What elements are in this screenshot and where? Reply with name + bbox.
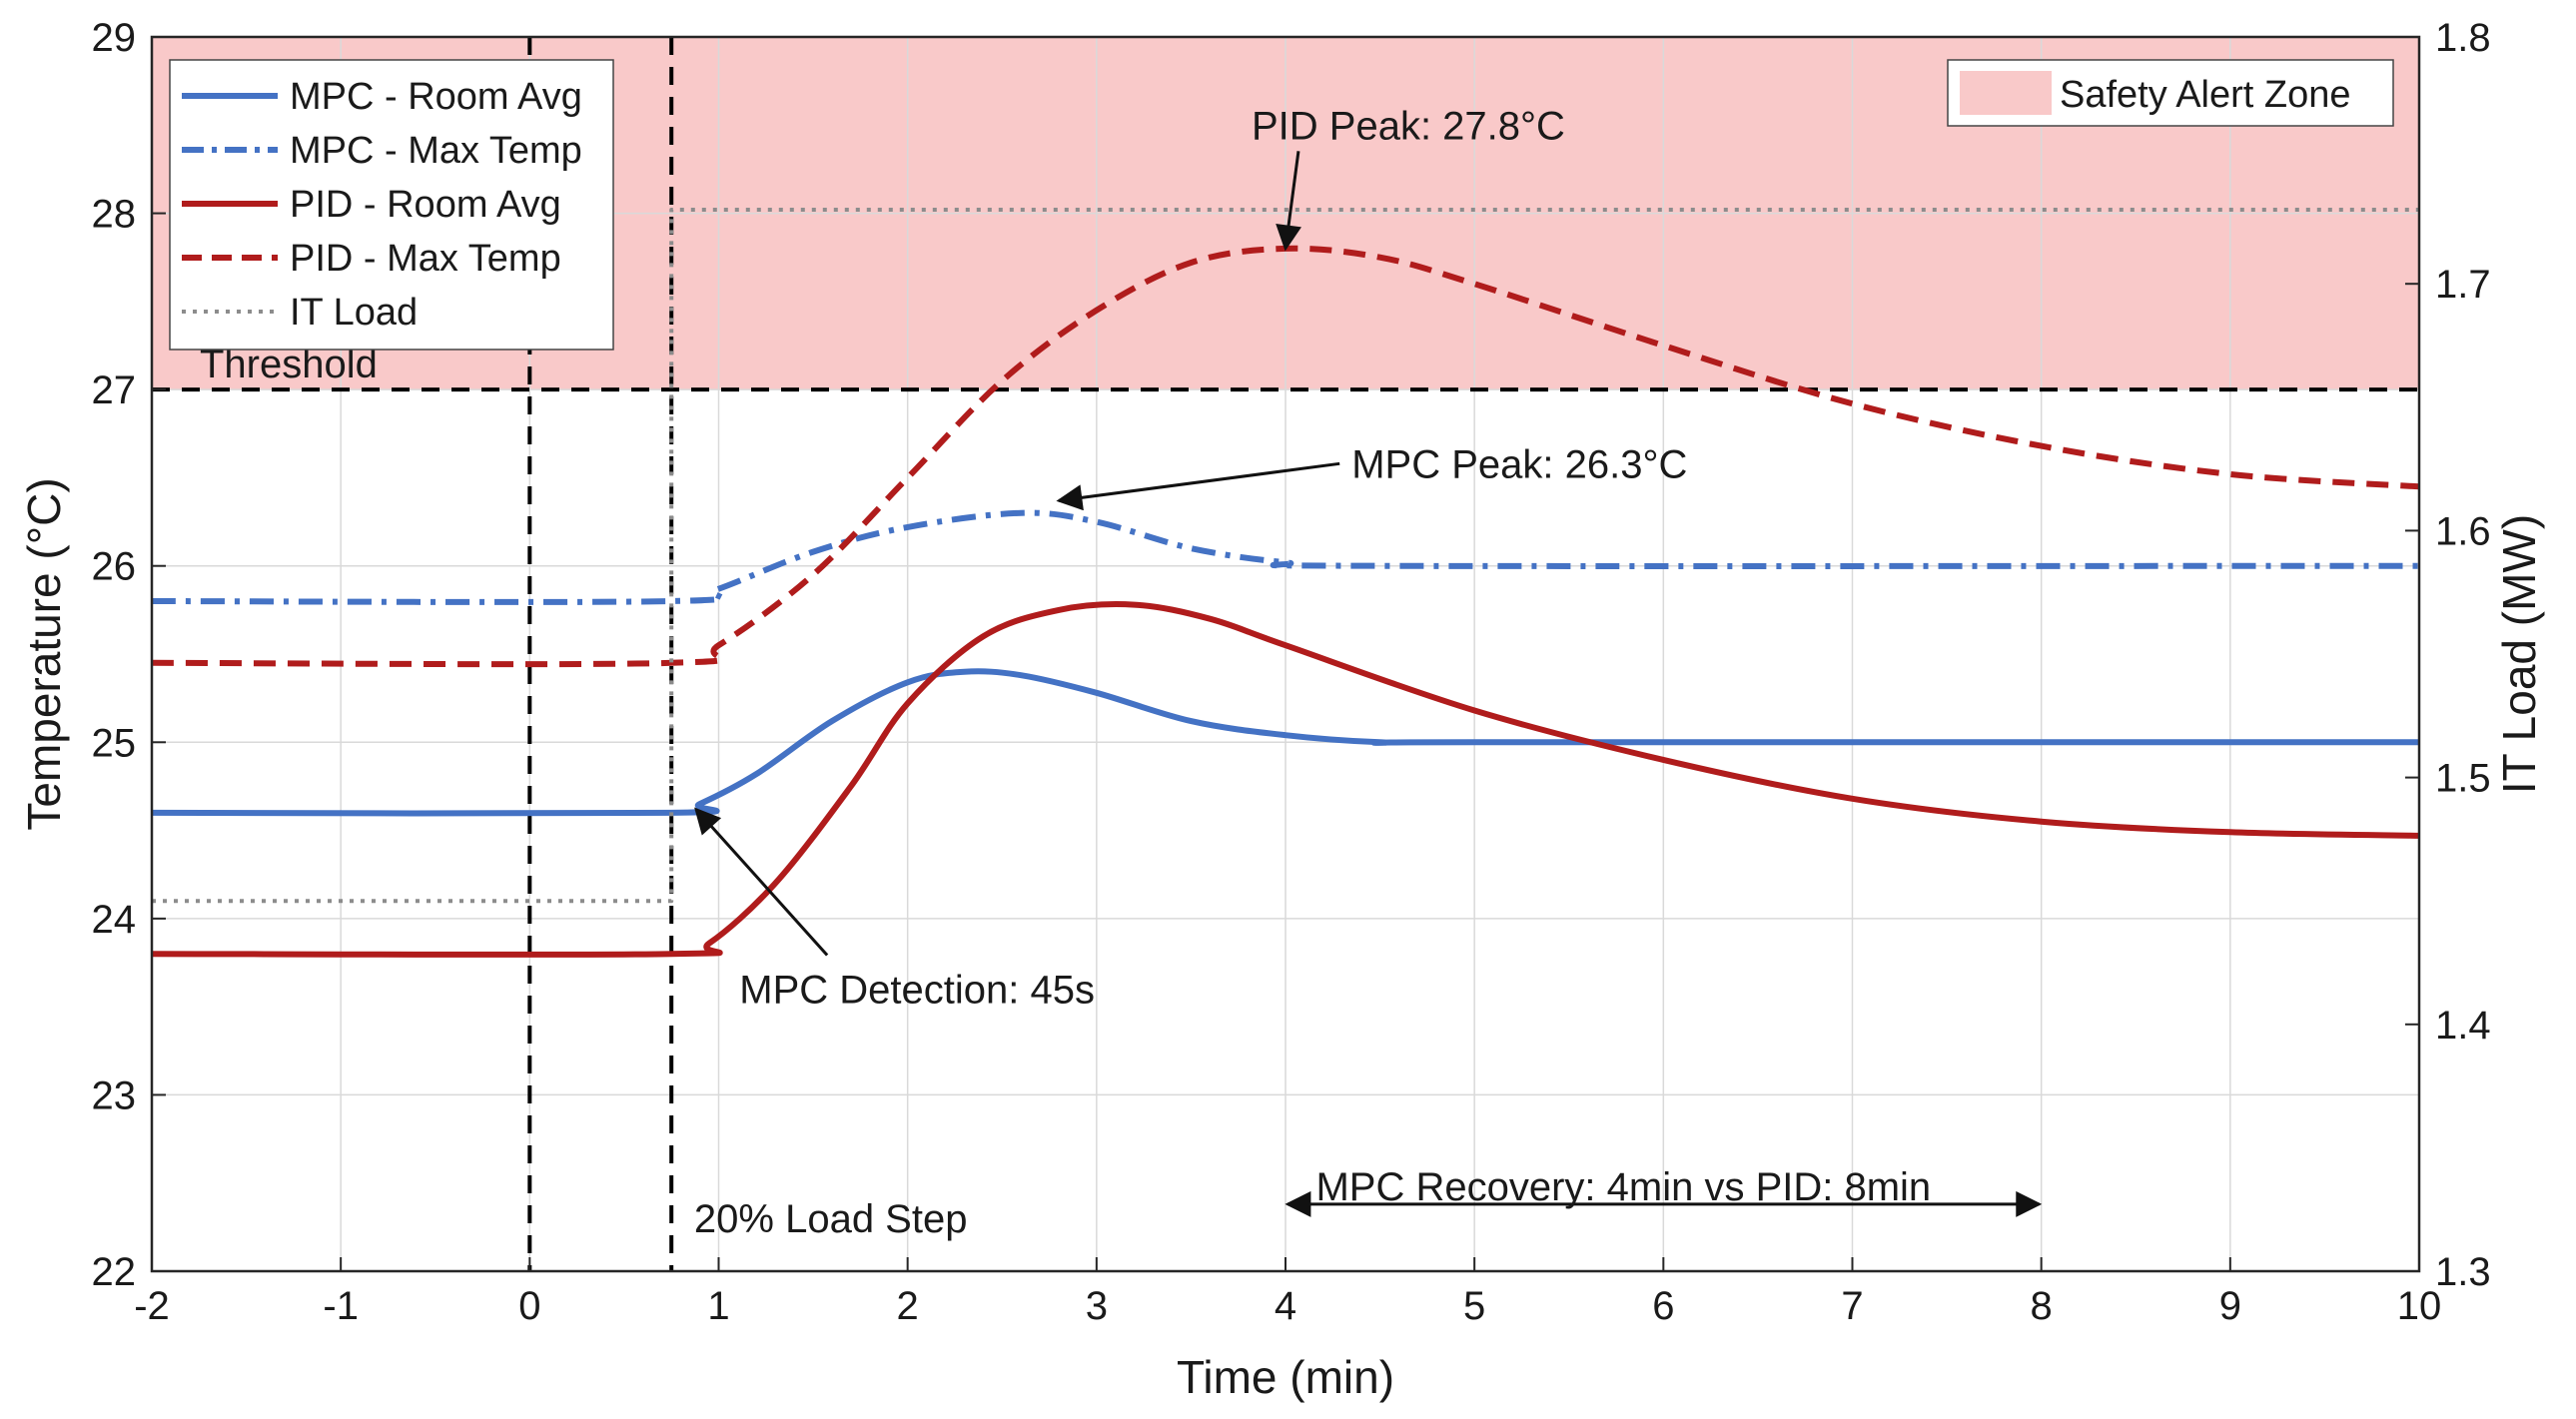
y2-tick-label: 1.7 [2435, 263, 2491, 307]
safety-zone-label: Safety Alert Zone [2060, 74, 2351, 116]
legend-label-mpc-max-temp: MPC - Max Temp [290, 130, 582, 172]
x-tick-label: 6 [1652, 1284, 1674, 1328]
series-pid-max-temp [152, 245, 2419, 668]
series-pid-room-avg [152, 601, 2419, 958]
annotations-layer: PID Peak: 27.8°C MPC Peak: 26.3°C MPC Dete… [694, 104, 2043, 1241]
x-tick-label: 1 [707, 1284, 729, 1328]
y2-tick-label: 1.6 [2435, 509, 2491, 553]
x-tick-label: 3 [1086, 1284, 1108, 1328]
mpc-detection-label: MPC Detection: 45s [739, 968, 1095, 1012]
y2-tick-label: 1.5 [2435, 757, 2491, 801]
pid-peak-label: PID Peak: 27.8°C [1252, 104, 1565, 148]
mpc-detection-arrow [694, 807, 829, 957]
x-tick-label: 5 [1463, 1284, 1485, 1328]
x-tick-label: 9 [2219, 1284, 2241, 1328]
x-tick-label: 0 [518, 1284, 540, 1328]
pid-peak-arrow [1276, 151, 1301, 252]
recovery-label: MPC Recovery: 4min vs PID: 8min [1315, 1165, 1931, 1209]
x-tick-label: -2 [134, 1284, 170, 1328]
y2-tick-label: 1.8 [2435, 16, 2491, 60]
x-tick-label: -1 [323, 1284, 359, 1328]
y-tick-label: 25 [92, 721, 137, 765]
legend-label-pid-max-temp: PID - Max Temp [290, 238, 561, 280]
y2-tick-label: 1.3 [2435, 1250, 2491, 1294]
safety-zone-swatch [1960, 71, 2052, 115]
legend: MPC - Room Avg MPC - Max Temp PID - Room A… [169, 59, 614, 351]
legend-label-it-load: IT Load [290, 292, 418, 334]
legend-label-pid-room-avg: PID - Room Avg [290, 184, 561, 226]
x-tick-label: 7 [1841, 1284, 1863, 1328]
y-tick-label: 23 [92, 1073, 137, 1117]
x-tick-label: 4 [1275, 1284, 1296, 1328]
y-axis-title: Temperature (°C) [18, 477, 70, 830]
ticks-layer: -2 -1 0 1 2 3 4 5 6 7 8 9 1022232425262728291.31.41.… [92, 16, 2491, 1328]
mpc-peak-label: MPC Peak: 26.3°C [1351, 442, 1687, 486]
legend-label-mpc-room-avg: MPC - Room Avg [290, 76, 582, 118]
x-tick-label: 10 [2397, 1284, 2442, 1328]
y-tick-label: 22 [92, 1250, 137, 1294]
y-tick-label: 29 [92, 16, 137, 60]
y-tick-label: 26 [92, 545, 137, 589]
y-tick-label: 24 [92, 898, 137, 942]
load-step-label: 20% Load Step [694, 1197, 968, 1241]
y2-axis-title: IT Load (MW) [2493, 514, 2545, 794]
safety-zone-legend: Safety Alert Zone [1947, 59, 2394, 127]
y-tick-label: 27 [92, 368, 137, 412]
y-tick-label: 28 [92, 193, 137, 237]
x-tick-label: 8 [2031, 1284, 2053, 1328]
y2-tick-label: 1.4 [2435, 1004, 2491, 1048]
x-tick-label: 2 [897, 1284, 919, 1328]
x-axis-title: Time (min) [1177, 1351, 1394, 1403]
series-mpc-max-temp [152, 509, 2419, 605]
mpc-peak-arrow [1056, 461, 1340, 511]
